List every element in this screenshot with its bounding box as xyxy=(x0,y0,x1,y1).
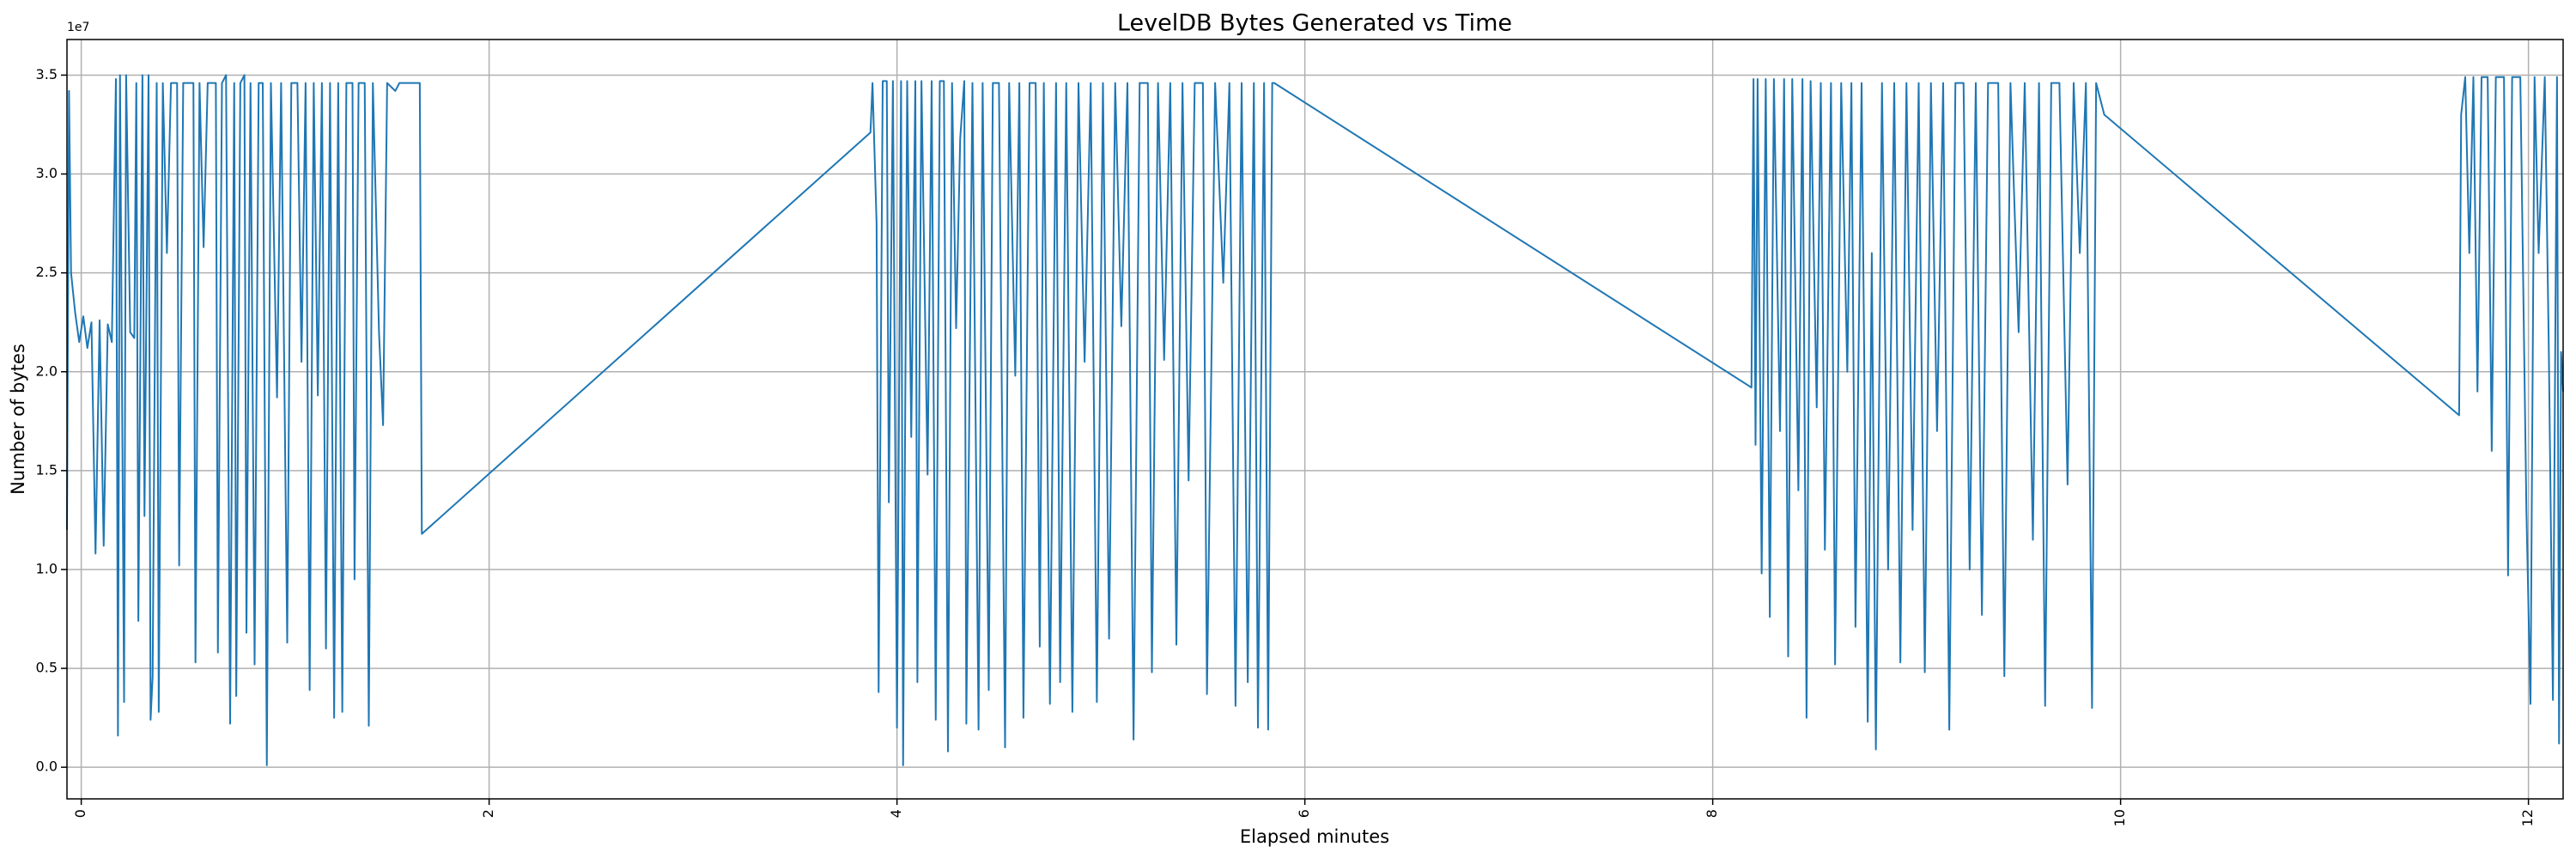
x-tick-label: 10 xyxy=(2111,809,2128,826)
chart-title: LevelDB Bytes Generated vs Time xyxy=(1117,10,1512,37)
y-tick-label: 2.0 xyxy=(36,362,58,379)
x-tick-label: 0 xyxy=(72,809,88,818)
x-tick-label: 12 xyxy=(2519,809,2536,826)
y-tick-label: 1.0 xyxy=(36,560,58,576)
plot-frame xyxy=(66,39,2564,800)
y-tick-label: 3.0 xyxy=(36,165,58,181)
x-tick-label: 8 xyxy=(1704,809,1720,818)
x-axis-label: Elapsed minutes xyxy=(1240,826,1389,847)
x-tick-label: 4 xyxy=(888,809,904,818)
y-offset-label: 1e7 xyxy=(67,21,89,34)
x-tick-label: 6 xyxy=(1296,809,1312,818)
y-tick-label: 0.5 xyxy=(36,660,58,676)
y-tick-label: 3.5 xyxy=(36,66,58,82)
x-tick-label: 2 xyxy=(480,809,496,818)
y-tick-label: 2.5 xyxy=(36,264,58,280)
data-line xyxy=(66,74,2564,766)
y-axis-label: Number of bytes xyxy=(8,344,28,495)
y-tick-label: 0.0 xyxy=(36,758,58,775)
y-tick-label: 1.5 xyxy=(36,461,58,478)
